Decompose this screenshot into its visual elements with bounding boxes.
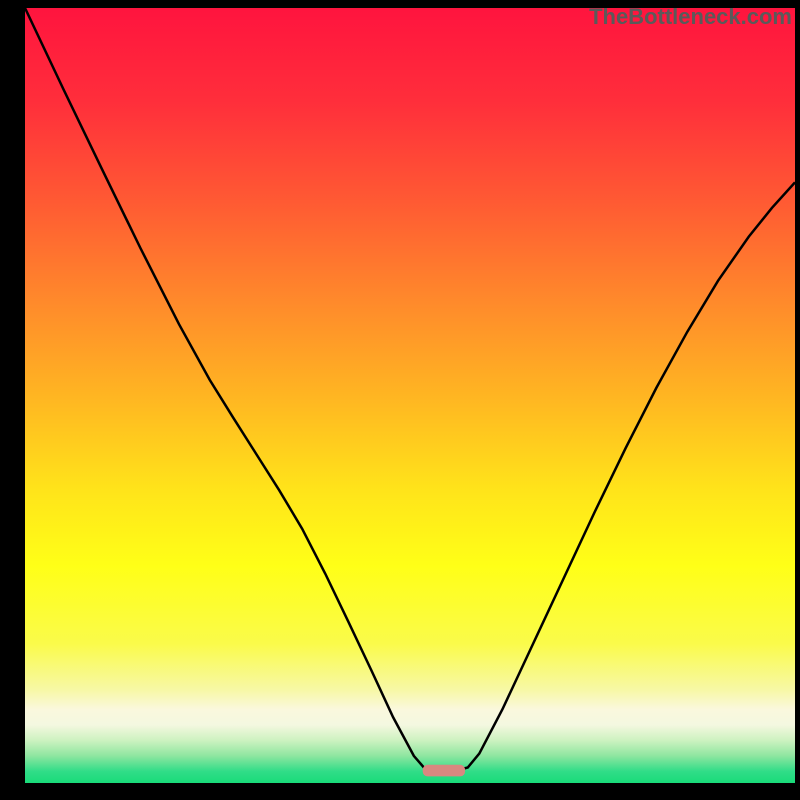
optimal-marker	[423, 765, 465, 777]
watermark: TheBottleneck.com	[589, 4, 792, 30]
plot-area	[25, 8, 795, 783]
chart-container: TheBottleneck.com	[0, 0, 800, 800]
plot-background	[25, 8, 795, 783]
